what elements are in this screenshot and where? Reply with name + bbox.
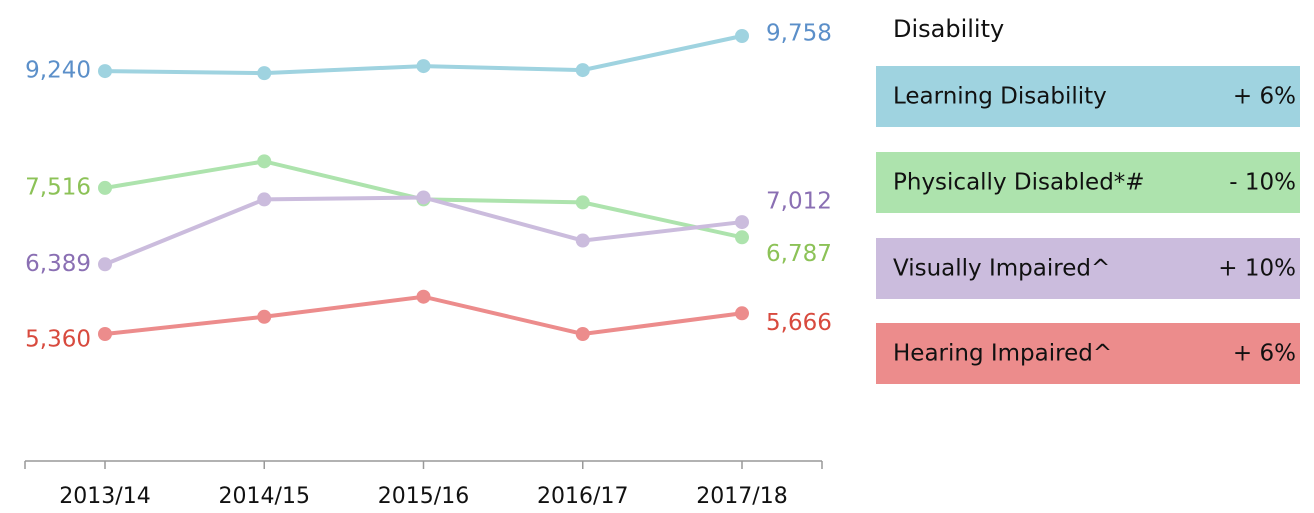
data-label: 7,516 <box>25 174 91 200</box>
data-point <box>98 327 112 341</box>
data-point <box>735 215 749 230</box>
data-point <box>735 230 749 245</box>
data-label: 7,012 <box>766 189 832 215</box>
data-point <box>257 66 272 81</box>
legend-label: Physically Disabled*# <box>893 170 1145 196</box>
data-point <box>575 63 590 78</box>
legend-swatch <box>876 238 1300 299</box>
data-label: 5,360 <box>25 327 91 353</box>
data-point <box>257 154 272 169</box>
data-label: 9,758 <box>766 21 832 47</box>
legend-change: + 6% <box>1233 341 1296 367</box>
data-label: 5,666 <box>766 310 832 336</box>
series-line <box>104 195 743 267</box>
legend-swatch <box>876 323 1300 384</box>
data-point <box>257 309 272 324</box>
data-point <box>416 289 431 304</box>
legend-label: Visually Impaired^ <box>893 256 1110 282</box>
data-point <box>416 59 431 74</box>
legend-label: Learning Disability <box>893 84 1107 110</box>
data-point <box>575 233 590 248</box>
legend-swatch <box>876 66 1300 127</box>
legend-change: + 10% <box>1218 256 1296 282</box>
legend-label: Hearing Impaired^ <box>893 341 1112 367</box>
legend-change: - 10% <box>1229 170 1296 196</box>
x-tick-label: 2015/16 <box>378 484 469 509</box>
x-tick-label: 2016/17 <box>537 484 628 509</box>
data-label: 6,787 <box>766 241 832 267</box>
data-point <box>98 64 112 79</box>
legend-swatch <box>876 152 1300 213</box>
data-point <box>575 195 590 210</box>
data-point <box>98 180 112 195</box>
x-tick-label: 2013/14 <box>59 484 150 509</box>
data-label: 6,389 <box>25 251 91 277</box>
data-label: 9,240 <box>25 58 91 84</box>
x-tick-label: 2017/18 <box>696 484 787 509</box>
data-point <box>416 190 431 205</box>
data-point <box>575 327 590 341</box>
data-point <box>257 192 272 207</box>
data-point <box>735 306 749 321</box>
x-tick-label: 2014/15 <box>219 484 310 509</box>
legend-title: Disability <box>893 15 1004 43</box>
data-point <box>735 29 749 43</box>
legend-change: + 6% <box>1233 84 1296 110</box>
data-point <box>98 257 112 272</box>
